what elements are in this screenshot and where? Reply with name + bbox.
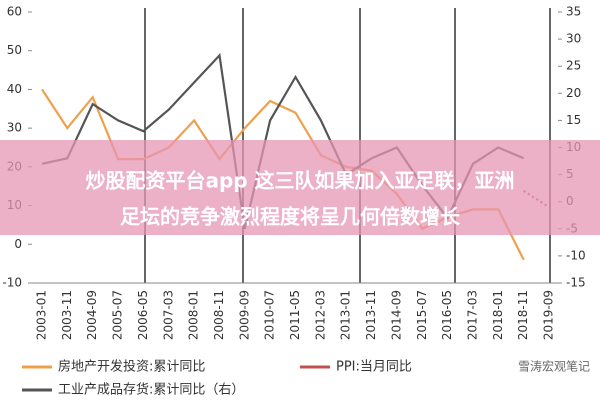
legend-label: 房地产开发投资:累计同比	[58, 359, 205, 375]
x-tick-label: 2018-11	[516, 290, 530, 340]
x-tick-label: 2004-09	[85, 290, 99, 340]
x-tick-label: 2010-07	[263, 290, 277, 340]
x-tick-label: 2015-07	[415, 290, 429, 340]
y-tick-label: 40	[7, 82, 22, 96]
y-tick-label: 30	[7, 121, 22, 135]
x-tick-label: 2019-09	[542, 290, 556, 340]
x-tick-label: 2003-11	[60, 290, 74, 340]
x-tick-label: 2007-03	[161, 290, 175, 340]
legend-label: 工业产成品存货:累计同比（右）	[58, 382, 244, 398]
x-tick-label: 2016-05	[440, 290, 454, 340]
y-tick-label: -10	[2, 276, 22, 290]
watermark: 雪涛宏观笔记	[518, 359, 590, 374]
legend-label: PPI:当月同比	[336, 360, 412, 375]
x-tick-label: 2008-11	[212, 290, 226, 340]
banner	[0, 140, 600, 235]
y2-tick-label: 30	[566, 32, 581, 46]
x-tick-label: 2018-01	[491, 290, 505, 340]
y-tick-label: 0	[14, 237, 22, 251]
y-tick-label: 50	[7, 43, 22, 57]
y2-tick-label: 25	[566, 59, 581, 73]
x-tick-label: 2009-09	[237, 290, 251, 340]
x-tick-label: 2013-11	[364, 290, 378, 340]
y2-tick-label: -10	[566, 248, 586, 262]
banner-text: 炒股配资平台app 这三队如果加入亚足联，亚洲	[85, 169, 514, 193]
y-tick-label: 60	[7, 5, 22, 19]
x-tick-label: 2005-07	[111, 290, 125, 340]
x-tick-label: 2014-09	[389, 290, 403, 340]
x-tick-label: 2006-05	[136, 290, 150, 340]
x-tick-label: 2012-03	[313, 290, 327, 340]
x-tick-label: 2008-01	[187, 290, 201, 340]
y2-tick-label: 35	[566, 5, 581, 19]
x-tick-label: 2011-05	[288, 290, 302, 340]
y2-tick-label: 20	[566, 86, 581, 100]
y2-tick-label: 15	[566, 113, 581, 127]
y2-tick-label: -15	[566, 276, 586, 290]
x-tick-label: 2013-01	[339, 290, 353, 340]
x-tick-label: 2017-03	[465, 290, 479, 340]
x-tick-label: 2003-01	[35, 290, 49, 340]
banner-text: 足坛的竞争激烈程度将呈几何倍数增长	[120, 205, 461, 229]
